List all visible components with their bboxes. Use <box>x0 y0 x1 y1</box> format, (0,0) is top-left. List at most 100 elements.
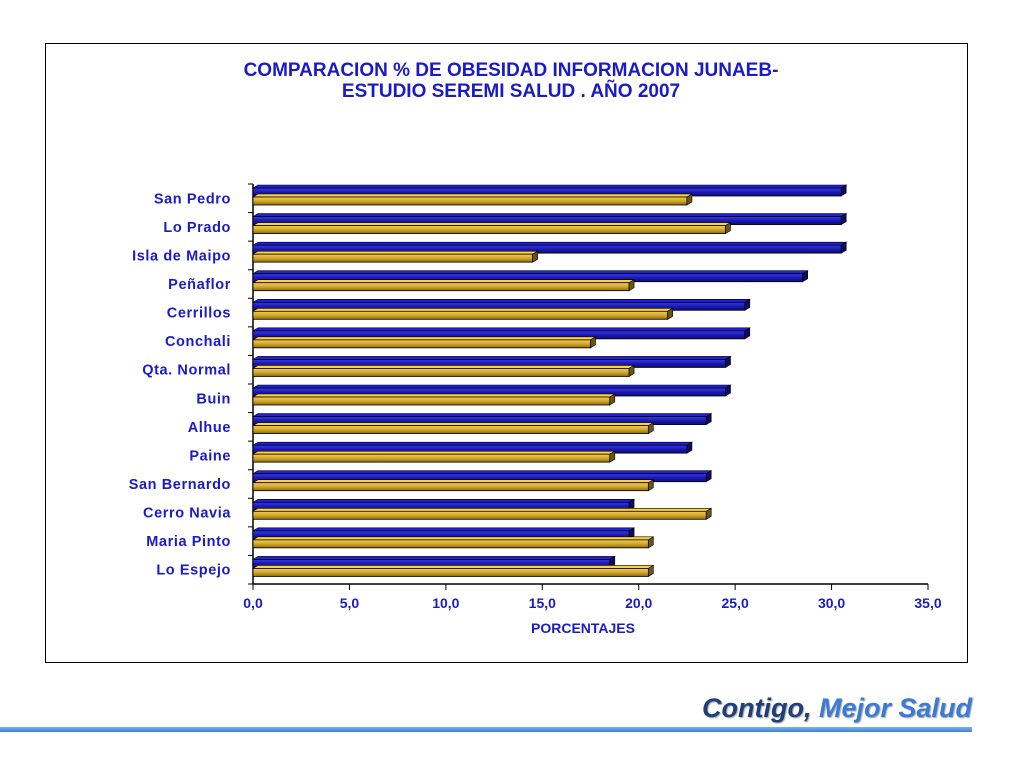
bar-end-cap <box>667 307 673 320</box>
bar-end-cap <box>628 279 635 292</box>
x-tick-label: 0,0 <box>243 595 263 611</box>
x-tick-label: 20,0 <box>625 595 652 611</box>
bar-top-face <box>251 279 636 284</box>
bar-end-cap <box>628 364 635 377</box>
footer-slogan: Contigo, Mejor Salud <box>702 693 972 724</box>
bar-series-2 <box>251 507 713 520</box>
bar-end-cap <box>840 241 847 254</box>
bar-top-face <box>251 193 694 198</box>
bar-series-1 <box>251 327 751 340</box>
bar-top-face <box>251 213 848 217</box>
bar-front-face <box>252 510 707 520</box>
category-label: Peñaflor <box>168 277 231 293</box>
category-label: Alhue <box>188 420 231 436</box>
bar-top-face <box>251 422 655 426</box>
bar-front-face <box>252 425 649 434</box>
bar-front-face <box>252 568 649 577</box>
category-label: Isla de Maipo <box>132 248 231 264</box>
bar-end-cap <box>705 507 712 520</box>
bar-top-face <box>251 507 713 512</box>
bar-end-cap <box>609 450 616 463</box>
bar-top-face <box>251 498 636 503</box>
bar-top-face <box>251 250 539 255</box>
bar-end-cap <box>628 527 635 540</box>
bar-end-cap <box>648 422 654 435</box>
bar-top-face <box>251 356 732 360</box>
bar-series-2 <box>251 250 539 263</box>
x-tick-label: 25,0 <box>722 595 749 611</box>
obesity-bar-chart: COMPARACION % DE OBESIDAD INFORMACION JU… <box>129 60 942 636</box>
bar-series-1 <box>251 241 848 254</box>
bar-end-cap <box>609 555 616 568</box>
bar-series-2 <box>251 564 655 577</box>
bar-top-face <box>251 184 848 189</box>
bar-series-1 <box>251 498 636 511</box>
category-label: Lo Espejo <box>156 563 231 579</box>
bar-end-cap <box>725 384 731 397</box>
bar-top-face <box>251 222 732 226</box>
bar-end-cap <box>744 298 751 311</box>
category-label: Paine <box>189 448 231 464</box>
bar-front-face <box>252 310 669 320</box>
bar-series-2 <box>251 393 616 406</box>
category-label: Qta. Normal <box>142 363 231 379</box>
category-label: Maria Pinto <box>146 534 231 550</box>
category-label: San Pedro <box>154 191 231 207</box>
bar-front-face <box>252 396 611 406</box>
bar-front-face <box>252 196 688 206</box>
bar-series-2 <box>251 450 616 463</box>
bar-front-face <box>252 453 611 463</box>
bar-end-cap <box>648 479 654 492</box>
bar-top-face <box>251 336 597 341</box>
x-tick-label: 35,0 <box>914 595 941 611</box>
bar-series-2 <box>251 222 732 235</box>
x-tick-label: 30,0 <box>818 595 845 611</box>
bar-top-face <box>251 393 616 398</box>
bar-end-cap <box>590 336 596 349</box>
bar-front-face <box>252 282 630 292</box>
bar-top-face <box>251 298 751 303</box>
bar-end-cap <box>609 393 616 406</box>
x-tick-label: 10,0 <box>432 595 459 611</box>
bar-front-face <box>252 368 630 377</box>
category-label: Cerro Navia <box>143 506 231 522</box>
x-tick-labels: 0,0 5,0 10,0 15,0 20,0 25,0 30,0 35,0 <box>243 595 942 611</box>
x-axis-title: PORCENTAJES <box>531 620 635 636</box>
bar-front-face <box>252 225 726 234</box>
chart-frame: COMPARACION % DE OBESIDAD INFORMACION JU… <box>45 43 968 663</box>
bar-end-cap <box>705 413 712 426</box>
bar-front-face <box>252 339 591 349</box>
bar-series-2 <box>251 307 674 320</box>
bar-end-cap <box>744 327 751 340</box>
bar-end-cap <box>840 213 847 226</box>
bar-end-cap <box>532 250 538 263</box>
bar-top-face <box>251 413 713 417</box>
bar-top-face <box>251 441 694 446</box>
bar-top-face <box>251 450 616 455</box>
bar-top-face <box>251 479 655 484</box>
bar-top-face <box>251 270 809 275</box>
bar-top-face <box>251 327 751 332</box>
chart-title-line2: ESTUDIO SEREMI SALUD . AÑO 2007 <box>342 80 680 102</box>
bar-series-2 <box>251 364 636 377</box>
x-tick-label: 15,0 <box>529 595 556 611</box>
bar-front-face <box>252 482 649 492</box>
bar-series-1 <box>251 441 694 454</box>
x-tick-label: 5,0 <box>340 595 360 611</box>
bar-series-2 <box>251 479 655 492</box>
bar-top-face <box>251 565 655 569</box>
bar-top-face <box>251 241 848 246</box>
bar-top-face <box>251 365 636 369</box>
bar-top-face <box>251 470 713 475</box>
bar-series-1 <box>251 298 751 311</box>
bar-series-1 <box>251 555 616 568</box>
category-label: Conchali <box>165 334 231 350</box>
bar-series-2 <box>251 336 597 349</box>
footer-divider-line <box>0 727 972 732</box>
category-label: San Bernardo <box>129 477 231 493</box>
bar-end-cap <box>648 564 654 577</box>
slogan-part1: Contigo, <box>701 693 812 723</box>
bar-top-face <box>251 536 655 541</box>
bar-end-cap <box>802 270 808 283</box>
bar-series-1 <box>251 384 732 397</box>
